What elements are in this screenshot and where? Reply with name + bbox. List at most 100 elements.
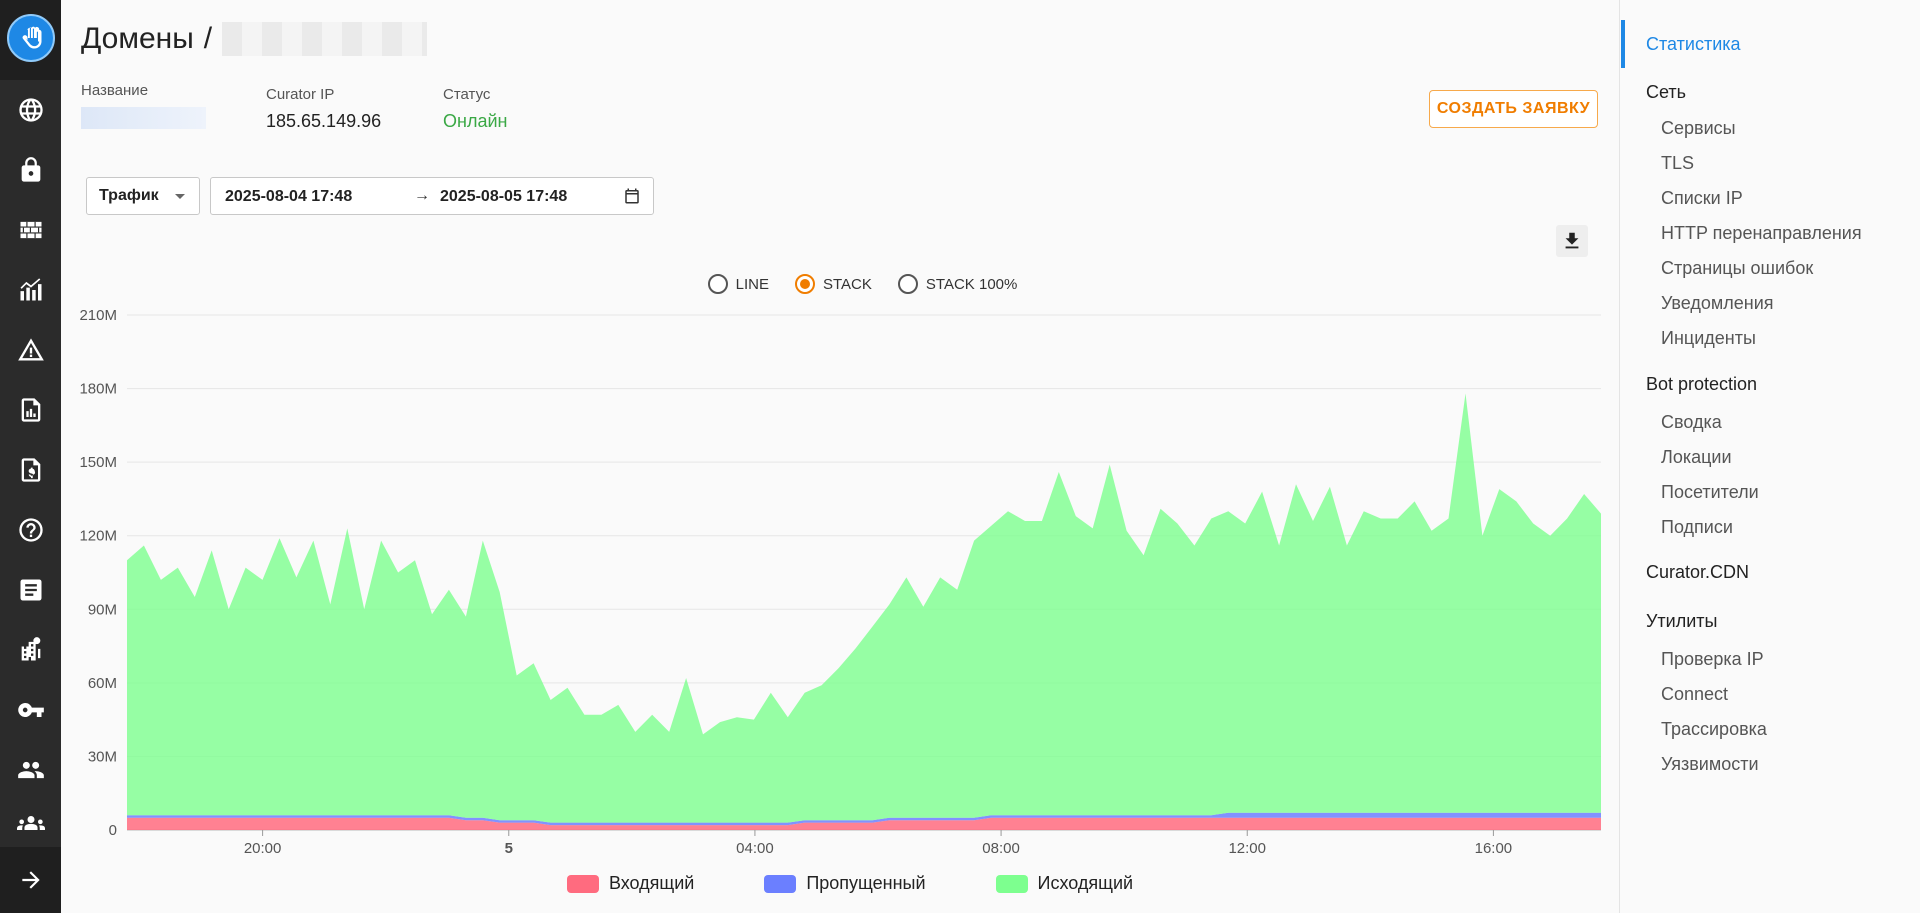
legend-item[interactable]: Пропущенный bbox=[764, 873, 926, 894]
group-icon[interactable] bbox=[0, 800, 61, 845]
hand-logo-icon[interactable] bbox=[7, 14, 55, 62]
title-separator: / bbox=[203, 22, 213, 55]
metric-select-value: Трафик bbox=[99, 187, 159, 204]
page-title: Домены / bbox=[81, 22, 428, 56]
x-tick-label: 08:00 bbox=[982, 840, 1020, 855]
expand-arrow-icon[interactable] bbox=[0, 847, 61, 913]
status-value: Онлайн bbox=[443, 111, 508, 131]
legend-label: Пропущенный bbox=[806, 873, 926, 893]
ip-label: Curator IP bbox=[266, 86, 335, 103]
report-icon[interactable] bbox=[0, 380, 61, 440]
x-tick-label: 04:00 bbox=[736, 840, 774, 855]
active-indicator bbox=[1621, 20, 1625, 68]
y-tick-label: 0 bbox=[109, 822, 117, 839]
legend-item[interactable]: Исходящий bbox=[995, 873, 1134, 894]
main-content: Домены / Название Curator IP 185.65.149.… bbox=[61, 0, 1619, 913]
nav-item-0-6[interactable]: Инциденты bbox=[1661, 328, 1756, 348]
nav-section-0[interactable]: Сеть bbox=[1646, 82, 1687, 102]
series-area-1 bbox=[127, 812, 1601, 826]
date-range-picker[interactable]: 2025-08-04 17:48 → 2025-08-05 17:48 bbox=[210, 177, 654, 215]
y-tick-label: 90M bbox=[88, 601, 117, 618]
nav-section-1[interactable]: Bot protection bbox=[1646, 374, 1758, 394]
view-mode-line[interactable]: LINE bbox=[707, 274, 769, 294]
radio-label: LINE bbox=[735, 275, 769, 293]
warning-icon[interactable] bbox=[0, 320, 61, 380]
nav-item-3-2[interactable]: Трассировка bbox=[1661, 719, 1767, 739]
view-mode-stack-100-[interactable]: STACK 100% bbox=[897, 274, 1018, 294]
name-label: Название bbox=[81, 82, 149, 99]
nav-section-3[interactable]: Утилиты bbox=[1646, 611, 1718, 631]
nav-item-1-1[interactable]: Локации bbox=[1661, 447, 1732, 467]
date-to[interactable]: 2025-08-05 17:48 bbox=[440, 188, 568, 205]
nav-item-3-1[interactable]: Connect bbox=[1661, 684, 1729, 704]
caret-down-icon bbox=[175, 194, 185, 199]
ip-value: 185.65.149.96 bbox=[266, 111, 382, 131]
x-tick-label: 12:00 bbox=[1228, 840, 1266, 855]
y-tick-label: 180M bbox=[79, 381, 117, 398]
legend-label: Исходящий bbox=[1037, 873, 1134, 893]
y-tick-label: 30M bbox=[88, 748, 117, 765]
ip-block: Curator IP 185.65.149.96 bbox=[266, 86, 381, 132]
nav-item-1-3[interactable]: Подписи bbox=[1661, 517, 1733, 537]
download-icon[interactable] bbox=[1556, 225, 1588, 257]
building-icon[interactable] bbox=[0, 620, 61, 680]
y-tick-label: 120M bbox=[79, 528, 117, 545]
series-area-2 bbox=[127, 393, 1601, 823]
radio-circle[interactable] bbox=[707, 274, 728, 294]
firewall-icon[interactable] bbox=[0, 200, 61, 260]
key-icon[interactable] bbox=[0, 680, 61, 740]
radio-label: STACK bbox=[823, 275, 872, 293]
legend-swatch bbox=[995, 874, 1028, 893]
nav-item-3-0[interactable]: Проверка IP bbox=[1661, 649, 1764, 669]
domain-name-blurred bbox=[222, 22, 428, 56]
y-tick-label: 210M bbox=[79, 307, 117, 324]
view-mode-stack[interactable]: STACK bbox=[795, 274, 872, 294]
radio-circle[interactable] bbox=[795, 274, 815, 294]
nav-item-1-0[interactable]: Сводка bbox=[1661, 412, 1722, 432]
chart-legend: Входящий Пропущенный Исходящий bbox=[61, 873, 1619, 894]
x-tick-label: 16:00 bbox=[1475, 840, 1513, 855]
title-text: Домены bbox=[81, 22, 194, 55]
nav-item-0-5[interactable]: Уведомления bbox=[1661, 293, 1774, 313]
right-nav: Статистика Сеть Сервисы TLS Списки IP HTTP пе… bbox=[1619, 0, 1920, 913]
radio-circle[interactable] bbox=[897, 274, 918, 294]
radio-label: STACK 100% bbox=[925, 275, 1018, 293]
nav-item-statistics[interactable]: Статистика bbox=[1646, 34, 1741, 54]
name-block: Название bbox=[81, 82, 206, 129]
range-arrow-icon: → bbox=[414, 187, 430, 204]
nav-item-0-0[interactable]: Сервисы bbox=[1661, 118, 1736, 138]
y-tick-label: 60M bbox=[88, 675, 117, 692]
left-rail bbox=[0, 0, 61, 913]
name-value-blurred bbox=[81, 107, 206, 129]
article-icon[interactable] bbox=[0, 560, 61, 620]
create-request-button[interactable]: СОЗДАТЬ ЗАЯВКУ bbox=[1429, 90, 1598, 128]
nav-item-0-4[interactable]: Страницы ошибок bbox=[1661, 258, 1814, 278]
metric-select[interactable]: Трафик bbox=[86, 177, 200, 215]
nav-item-0-2[interactable]: Списки IP bbox=[1661, 188, 1743, 208]
legend-swatch bbox=[764, 874, 797, 893]
y-tick-label: 150M bbox=[79, 454, 117, 471]
nav-item-1-2[interactable]: Посетители bbox=[1661, 482, 1759, 502]
status-label: Статус bbox=[443, 86, 491, 103]
traffic-chart: 0 30M 60M 90M 120M 150M 180M 210M 20:00 5 04:00 08:… bbox=[79, 307, 1601, 855]
legend-label: Входящий bbox=[608, 873, 695, 893]
view-mode-radios: LINE STACK STACK 100% bbox=[61, 274, 1619, 294]
nav-item-0-1[interactable]: TLS bbox=[1661, 153, 1695, 173]
nav-item-3-3[interactable]: Уязвимости bbox=[1661, 754, 1759, 774]
nav-section-2[interactable]: Curator.CDN bbox=[1646, 562, 1750, 582]
calendar-icon[interactable] bbox=[623, 187, 641, 205]
date-from[interactable]: 2025-08-04 17:48 bbox=[225, 188, 353, 205]
lock-icon[interactable] bbox=[0, 140, 61, 200]
status-block: Статус Онлайн bbox=[443, 86, 507, 132]
help-icon[interactable] bbox=[0, 500, 61, 560]
globe-icon[interactable] bbox=[0, 80, 61, 140]
x-tick-label: 20:00 bbox=[244, 840, 282, 855]
nav-item-0-3[interactable]: HTTP перенаправления bbox=[1661, 223, 1862, 243]
legend-swatch bbox=[566, 874, 599, 893]
series-area-0 bbox=[127, 817, 1601, 830]
billing-icon[interactable] bbox=[0, 440, 61, 500]
analytics-icon[interactable] bbox=[0, 260, 61, 320]
legend-item[interactable]: Входящий bbox=[566, 873, 695, 894]
users-icon[interactable] bbox=[0, 740, 61, 800]
x-tick-label: 5 bbox=[505, 840, 513, 855]
